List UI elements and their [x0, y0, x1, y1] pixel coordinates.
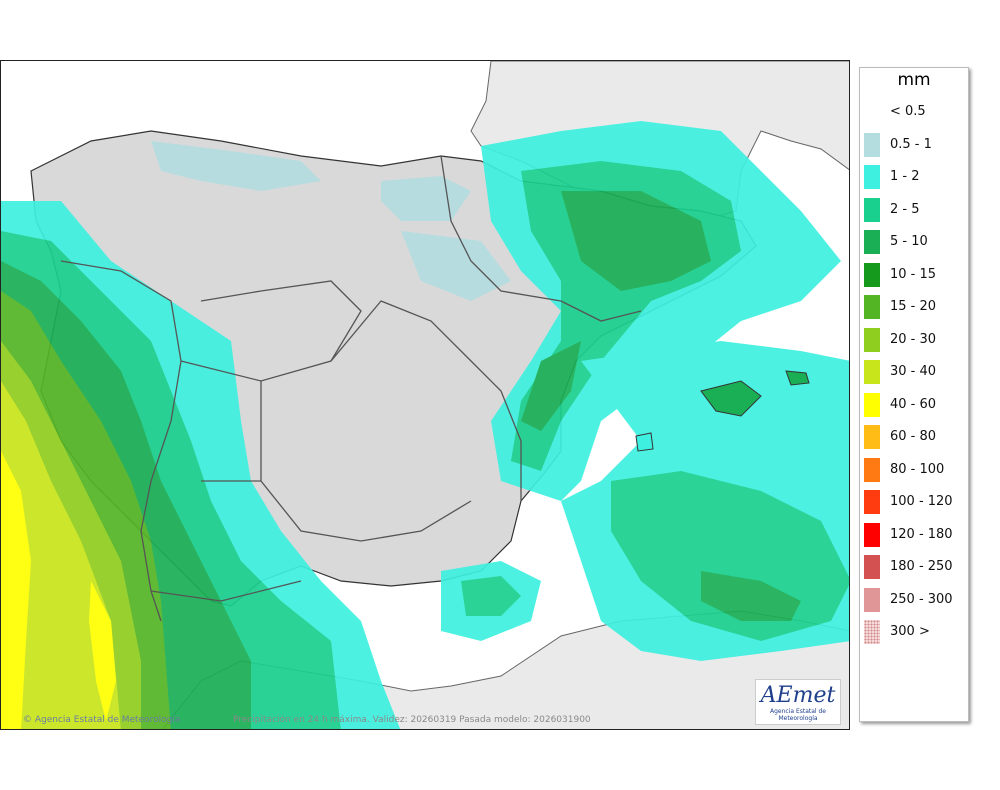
legend-swatch	[864, 490, 880, 514]
legend-swatch	[864, 522, 880, 547]
precipitation-legend: mm < 0.5 0.5 - 1 1 - 2 2 - 5 5 - 10 10 - 15 15…	[859, 67, 969, 722]
legend-swatch	[864, 132, 880, 157]
legend-row: 30 - 40	[864, 360, 964, 384]
precipitation-map: © Agencia Estatal de Meteorología Precip…	[0, 60, 850, 730]
legend-row: 40 - 60	[864, 392, 964, 417]
legend-swatch	[864, 295, 880, 319]
legend-label: 120 - 180	[890, 526, 953, 542]
legend-swatch	[864, 165, 880, 189]
legend-label: 1 - 2	[890, 169, 920, 184]
legend-label: 5 - 10	[890, 234, 928, 249]
ibiza	[635, 432, 654, 452]
logo-subtitle: Agencia Estatal de Meteorología	[769, 708, 826, 722]
legend-label: 250 - 300	[890, 591, 953, 607]
legend-swatch	[864, 587, 880, 612]
legend-row: 120 - 180	[864, 522, 964, 547]
legend-row: 5 - 10	[864, 230, 964, 254]
legend-row: 250 - 300	[864, 587, 964, 612]
legend-label: 15 - 20	[890, 299, 937, 314]
legend-label: 2 - 5	[890, 201, 920, 217]
logo-text: AEmet	[760, 683, 836, 708]
model-caption: Precipitación en 24 h máxima. Validez: 2…	[233, 715, 591, 725]
legend-swatch	[864, 425, 880, 449]
legend-row: < 0.5	[864, 100, 964, 124]
legend-row: 2 - 5	[864, 197, 964, 222]
legend-label: 30 - 40	[890, 364, 937, 379]
map-svg	[1, 61, 849, 729]
legend-row: 100 - 120	[864, 490, 964, 514]
legend-label: 180 - 250	[890, 559, 953, 574]
legend-swatch	[864, 327, 880, 352]
legend-label: 0.5 - 1	[890, 136, 932, 152]
legend-row: 180 - 250	[864, 555, 964, 579]
legend-label: < 0.5	[890, 104, 926, 119]
legend-row: 300 >	[864, 620, 964, 644]
legend-swatch	[864, 262, 880, 287]
legend-row: 80 - 100	[864, 457, 964, 482]
legend-swatch	[864, 197, 880, 222]
legend-swatch	[864, 620, 880, 644]
legend-label: 40 - 60	[890, 396, 937, 412]
mallorca	[700, 380, 762, 417]
legend-title: mm	[897, 70, 931, 90]
legend-row: 10 - 15	[864, 262, 964, 287]
legend-row: 60 - 80	[864, 425, 964, 449]
aemet-logo: AEmet Agencia Estatal de Meteorología	[755, 679, 841, 725]
menorca	[785, 370, 810, 386]
legend-swatch	[864, 230, 880, 254]
regional-borders	[60, 155, 642, 622]
legend-row: 20 - 30	[864, 327, 964, 352]
legend-label: 60 - 80	[890, 429, 937, 444]
legend-swatch	[864, 100, 880, 124]
legend-swatch	[864, 392, 880, 417]
legend-row: 15 - 20	[864, 295, 964, 319]
legend-label: 300 >	[890, 624, 930, 639]
precipitation-fields	[1, 121, 849, 729]
legend-row: 0.5 - 1	[864, 132, 964, 157]
legend-label: 10 - 15	[890, 266, 937, 282]
legend-label: 20 - 30	[890, 331, 937, 347]
legend-label: 80 - 100	[890, 461, 945, 477]
legend-row: 1 - 2	[864, 165, 964, 189]
legend-swatch	[864, 360, 880, 384]
legend-swatch	[864, 555, 880, 579]
legend-swatch	[864, 457, 880, 482]
legend-label: 100 - 120	[890, 494, 953, 509]
agency-credit: © Agencia Estatal de Meteorología	[23, 715, 181, 725]
